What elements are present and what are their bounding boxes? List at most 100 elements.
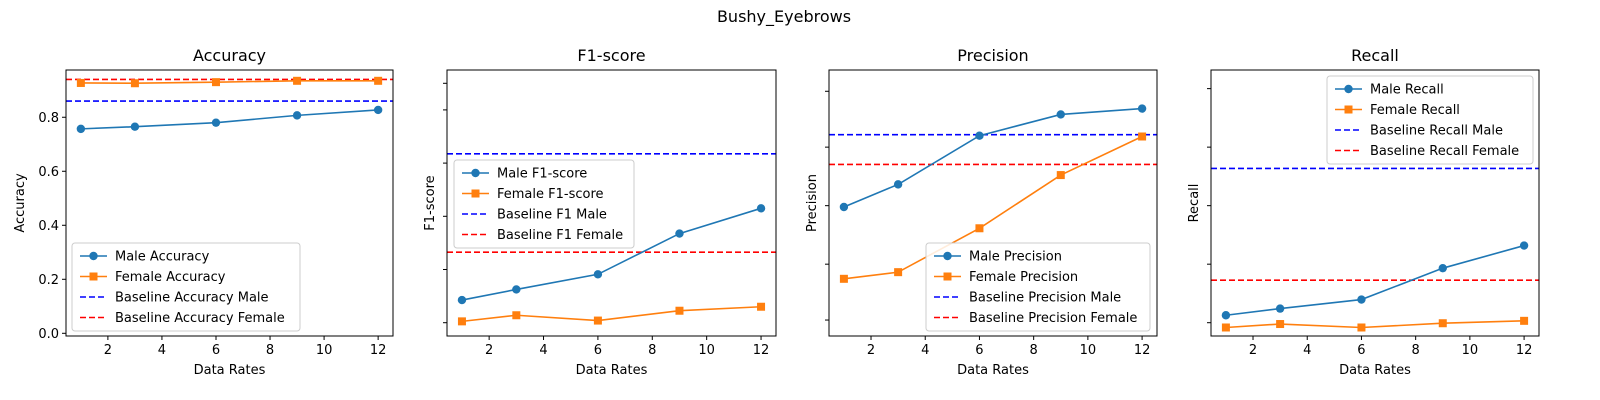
x-tick-label: 6 — [1357, 343, 1365, 358]
y-tick-label: 0.6 — [38, 165, 59, 180]
data-point — [211, 78, 220, 87]
series-line — [80, 109, 379, 130]
legend: Male F1-score Female F1-score Baseline F1 … — [453, 159, 635, 249]
subplot-title: Recall — [1351, 46, 1399, 65]
legend-label: Female Accuracy — [115, 270, 226, 285]
subplot-title: F1-score — [577, 46, 645, 65]
data-point — [975, 131, 984, 140]
data-point — [1520, 316, 1529, 325]
x-tick-label: 4 — [1303, 343, 1311, 358]
data-point — [1357, 323, 1366, 332]
data-point — [1275, 304, 1285, 313]
series-line — [461, 305, 762, 323]
x-tick-label: 10 — [1080, 343, 1097, 358]
legend-label: Female Precision — [969, 270, 1078, 285]
subplot-0: Accuracy Data Rates Accuracy 2 4 6 8 10 12 0.0 0.2… — [13, 46, 394, 378]
legend-marker — [1344, 105, 1353, 114]
legend-label: Female F1-score — [497, 187, 604, 202]
data-point — [1357, 295, 1366, 304]
legend-label: Baseline Recall Male — [1370, 124, 1503, 139]
x-tick-label: 12 — [370, 343, 387, 358]
series-line — [80, 80, 379, 85]
legend-marker — [471, 168, 480, 178]
legend-frame — [925, 242, 1151, 332]
subplot-title: Accuracy — [193, 46, 266, 65]
data-point — [1056, 110, 1065, 119]
axes-frame — [65, 69, 394, 337]
data-point — [975, 224, 984, 233]
subplot-2: Precision Data Rates Precision 2 4 6 8 10 12 Male… — [805, 46, 1158, 378]
subplot-3: Recall Data Rates Recall 2 4 6 8 10 12 Male Recal… — [1187, 46, 1540, 378]
axes-frame — [446, 69, 777, 337]
x-tick-label: 10 — [698, 343, 715, 358]
data-point — [457, 295, 467, 305]
legend-frame — [1326, 75, 1534, 165]
y-tick-label: 0.8 — [38, 111, 59, 126]
data-point — [130, 79, 139, 88]
data-point — [893, 180, 903, 189]
x-tick-label: 6 — [594, 343, 602, 358]
data-point — [1221, 311, 1231, 320]
data-point — [130, 122, 140, 131]
x-tick-label: 2 — [104, 343, 112, 358]
legend: Male Recall Female Recall Baseline Recall … — [1326, 75, 1534, 165]
data-point — [675, 229, 684, 238]
x-tick-label: 4 — [158, 343, 166, 358]
legend-marker — [471, 189, 480, 198]
data-point — [894, 268, 903, 277]
y-axis-label: F1-score — [423, 175, 438, 230]
data-point — [756, 204, 766, 213]
x-tick-label: 8 — [1030, 343, 1038, 358]
legend-label: Male Accuracy — [115, 250, 210, 265]
data-point — [293, 76, 302, 85]
legend-frame — [71, 242, 301, 332]
data-point — [211, 118, 221, 127]
subplot-title: Precision — [957, 46, 1028, 65]
data-point — [1056, 171, 1065, 180]
x-tick-label: 2 — [1249, 343, 1257, 358]
legend: Male Accuracy Female Accuracy Baseline Acc… — [71, 242, 301, 332]
legend-label: Baseline Accuracy Male — [115, 291, 269, 306]
data-point — [457, 317, 466, 326]
legend-marker — [1344, 84, 1353, 94]
y-tick-label: 0.0 — [38, 327, 59, 342]
x-tick-label: 12 — [753, 343, 770, 358]
y-axis-label: Precision — [805, 174, 820, 232]
x-tick-label: 4 — [921, 343, 929, 358]
legend-marker — [943, 251, 952, 261]
data-point — [373, 105, 383, 115]
data-point — [1276, 320, 1285, 329]
x-axis-label: Data Rates — [194, 363, 266, 378]
x-tick-label: 4 — [539, 343, 547, 358]
data-point — [1221, 323, 1230, 332]
x-axis-label: Data Rates — [576, 363, 648, 378]
y-axis-label: Accuracy — [13, 173, 28, 233]
y-tick-label: 0.2 — [38, 273, 59, 288]
data-point — [76, 124, 86, 134]
legend-label: Baseline Accuracy Female — [115, 311, 285, 326]
legend-label: Male F1-score — [497, 167, 587, 182]
legend-frame — [453, 159, 635, 249]
x-tick-label: 8 — [648, 343, 656, 358]
legend-marker — [943, 272, 952, 281]
data-point — [512, 311, 521, 320]
legend-label: Baseline Precision Male — [969, 291, 1121, 306]
legend-label: Baseline Recall Female — [1370, 144, 1519, 159]
x-tick-label: 12 — [1516, 343, 1533, 358]
legend-label: Female Recall — [1370, 103, 1460, 118]
data-point — [512, 285, 521, 294]
legend-marker — [89, 251, 98, 261]
figure-suptitle: Bushy_Eyebrows — [717, 7, 851, 27]
legend: Male Precision Female Precision Baseline P… — [925, 242, 1151, 332]
x-tick-label: 10 — [316, 343, 333, 358]
series-line — [1225, 320, 1525, 329]
x-axis-label: Data Rates — [1339, 363, 1411, 378]
axes-frame — [1210, 69, 1540, 337]
axes-frame — [828, 69, 1158, 337]
data-point — [1519, 241, 1529, 250]
x-tick-label: 6 — [212, 343, 220, 358]
data-point — [1138, 132, 1147, 141]
legend-label: Baseline F1 Male — [497, 208, 607, 223]
x-tick-label: 2 — [485, 343, 493, 358]
